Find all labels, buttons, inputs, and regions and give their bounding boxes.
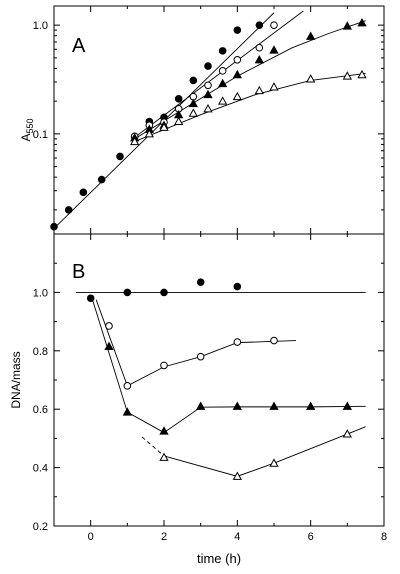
panel-b-ytick-label: 0.8: [33, 346, 48, 358]
panel-b-ytick-label: 1.0: [33, 287, 48, 299]
panel-b-series-3-dashed-line: [141, 436, 165, 457]
panel-a-series-1-fit-line: [134, 10, 304, 138]
panel-a-series-0-point: [233, 26, 242, 34]
panel-a-series-2-point: [306, 31, 316, 40]
panel-a-ylabel-sub: 550: [25, 118, 35, 133]
panel-b: B DNA/mass 0.2 0.4 0.6 0.8 1.0 0 2 4 6 8: [9, 233, 387, 543]
panel-b-ticks: 0.2 0.4 0.6 0.8 1.0 0 2 4 6 8: [33, 233, 387, 543]
panel-b-series-1-fit-line: [95, 299, 297, 387]
panel-b-series-0-point: [86, 294, 95, 303]
panel-b-series-2-point: [232, 401, 242, 410]
panel-b-series-1-point: [270, 336, 278, 345]
panel-a-series-3-point: [174, 116, 184, 126]
panel-b-series-2-point: [122, 407, 132, 416]
panel-a-series-2-point: [254, 54, 264, 64]
panel-a-series-2-point: [232, 69, 242, 79]
panel-a-series-1-point: [233, 56, 242, 64]
panel-a-series-0-point: [204, 62, 212, 70]
panel-a-series-0-point: [64, 206, 73, 214]
panel-a-series-1-point: [270, 21, 278, 29]
panel-a-series-3-point: [232, 91, 242, 101]
panel-b-series-2-point: [104, 341, 114, 350]
panel-b-series-0-point: [123, 288, 132, 297]
panel-b-frame: [53, 233, 385, 527]
panel-b-series-1-point: [160, 361, 168, 370]
panel-b-lines: [76, 291, 366, 477]
panel-b-series-2-point: [306, 401, 316, 410]
panel-a-series-0-point: [116, 152, 124, 161]
panel-a-series-0-point: [97, 175, 106, 184]
panel-a-series-2-point: [342, 21, 352, 30]
panel-b-series-1-point: [123, 382, 132, 390]
panel-b-series-3-point: [342, 429, 352, 438]
panel-a-series-0-point: [174, 95, 183, 103]
panel-a-series-1-point: [255, 43, 264, 52]
panel-a-series-2-point: [188, 98, 198, 108]
panel-b-series-0-point: [160, 288, 168, 297]
panel-b-series-3-fit-line: [163, 426, 366, 477]
panel-b-series-2-fit-line: [92, 299, 366, 434]
panel-a-series-3-point: [306, 74, 316, 83]
panel-a-series-3-point: [159, 122, 169, 131]
panel-a-series-3-point: [144, 129, 154, 138]
panel-b-series-1-point: [233, 338, 242, 346]
panel-a: A A550 0.11.0: [19, 5, 385, 235]
panel-a-frame: [53, 5, 385, 235]
panel-a-series-1-point: [218, 67, 227, 75]
panel-a-ytick-label: 0.1: [33, 129, 48, 141]
panel-b-xtick-label: 6: [308, 531, 314, 543]
panel-a-series-3-point: [269, 82, 279, 91]
panel-a-series-3-point: [203, 103, 213, 113]
panel-a-series-0-point: [189, 76, 198, 85]
panel-b-series-3-point: [269, 458, 279, 467]
panel-b-series-2-point: [196, 401, 206, 410]
panel-a-series-2-point: [269, 45, 279, 54]
panel-b-xtick-label: 0: [88, 531, 94, 543]
panel-b-xtick-label: 2: [161, 531, 167, 543]
panel-a-series-0-point: [255, 21, 264, 29]
panel-b-ytick-label: 0.6: [33, 404, 48, 416]
panel-a-series-3-point: [188, 108, 198, 117]
panel-b-ylabel: DNA/mass: [9, 351, 23, 408]
panel-a-series-3-point: [254, 85, 264, 95]
panel-a-series-3-point: [342, 71, 352, 80]
panel-b-xtick-label: 8: [381, 531, 387, 543]
panel-b-label: B: [72, 261, 85, 283]
panel-b-series-1-point: [196, 352, 205, 361]
panel-a-series-0-point: [79, 188, 88, 197]
panel-b-xtick-label: 4: [234, 531, 240, 543]
panel-a-ylabel: A550: [19, 118, 35, 141]
panel-a-series-3-fit-line: [134, 72, 366, 142]
panel-a-label: A: [72, 35, 86, 57]
panel-b-series-2-point: [159, 426, 169, 435]
panel-b-series-0-point: [233, 282, 242, 291]
panel-a-series-3-point: [130, 136, 140, 146]
panel-a-series-2-point: [357, 18, 367, 27]
panel-b-ytick-label: 0.4: [33, 463, 48, 475]
panel-a-ytick-label: 1.0: [33, 20, 48, 32]
panel-a-ylabel-main: A: [19, 134, 33, 142]
panel-a-series-2-fit-line: [134, 20, 366, 140]
panel-b-ytick-label: 0.2: [33, 521, 48, 533]
panel-a-markers: [50, 18, 367, 231]
panel-a-series-1-point: [204, 81, 212, 90]
panel-a-series-3-point: [218, 96, 228, 105]
panel-a-series-0-point: [218, 47, 227, 55]
panel-b-series-0-point: [196, 278, 205, 286]
panel-b-series-2-point: [269, 401, 279, 410]
panel-a-lines: [53, 10, 366, 229]
panel-a-series-3-point: [357, 69, 367, 79]
panel-b-series-3-point: [159, 452, 169, 461]
panel-a-series-0-point: [50, 222, 58, 231]
panel-a-series-2-point: [218, 78, 228, 88]
panel-b-series-1-point: [105, 322, 113, 330]
panel-b-markers: [86, 278, 352, 480]
panel-b-series-2-point: [342, 401, 352, 410]
panel-a-series-2-point: [203, 89, 213, 99]
panel-b-series-3-point: [232, 471, 242, 480]
x-axis-label: time (h): [197, 551, 241, 566]
panel-a-ticks: 0.1 1.0: [33, 6, 385, 234]
